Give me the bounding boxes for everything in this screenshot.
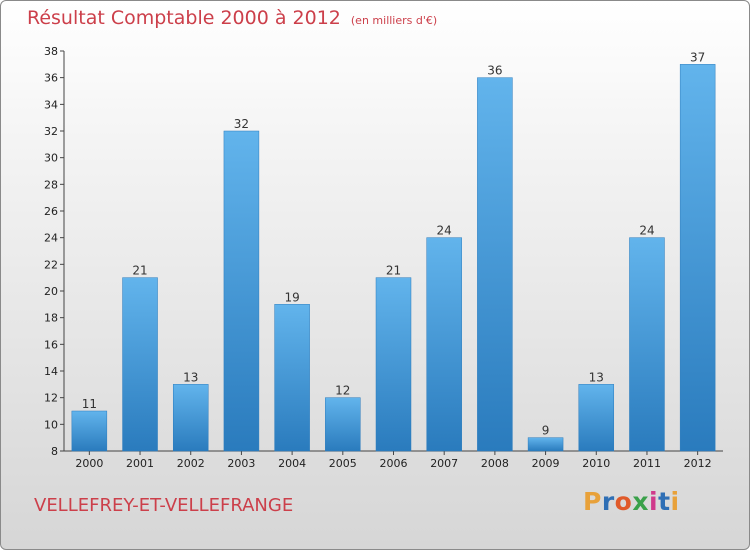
x-tick-label: 2005: [329, 457, 357, 470]
logo-letter: P: [583, 487, 602, 516]
data-label-2011: 24: [639, 224, 654, 238]
data-label-2010: 13: [589, 370, 604, 384]
y-tick-label: 24: [44, 232, 58, 245]
y-tick-label: 22: [44, 258, 58, 271]
x-tick-label: 2011: [633, 457, 661, 470]
y-tick-label: 38: [44, 45, 58, 58]
x-tick-label: 2010: [582, 457, 610, 470]
y-tick-label: 12: [44, 392, 58, 405]
data-label-2000: 11: [82, 397, 97, 411]
x-tick-label: 2002: [177, 457, 205, 470]
x-tick-label: 2000: [75, 457, 103, 470]
chart-subtitle: (en milliers d'€): [350, 14, 438, 27]
data-label-2005: 12: [335, 384, 350, 398]
y-tick-label: 10: [44, 418, 58, 431]
y-tick-label: 32: [44, 125, 58, 138]
y-tick-label: 28: [44, 178, 58, 191]
logo-letter: o: [614, 487, 633, 516]
data-label-2004: 19: [284, 290, 299, 304]
y-tick-label: 36: [44, 72, 58, 85]
data-label-2002: 13: [183, 370, 198, 384]
bar-2004: [274, 304, 310, 452]
y-tick-label: 34: [44, 98, 58, 111]
x-tick-label: 2006: [380, 457, 408, 470]
bar-2012: [679, 64, 716, 452]
logo-letter: r: [601, 487, 615, 516]
data-label-2009: 9: [542, 424, 550, 438]
logo-letter: x: [632, 487, 649, 516]
data-label-2007: 24: [437, 224, 452, 238]
logo-letter: i: [649, 487, 659, 516]
y-tick-label: 16: [44, 338, 58, 351]
y-tick-label: 26: [44, 205, 58, 218]
bar-2001: [122, 277, 158, 452]
data-label-2001: 21: [132, 264, 147, 278]
bar-2009: [527, 437, 564, 452]
bar-2003: [223, 130, 260, 452]
y-tick-label: 8: [51, 445, 58, 458]
y-tick-label: 18: [44, 312, 58, 325]
bar-2006: [375, 277, 412, 452]
x-tick-label: 2003: [227, 457, 255, 470]
commune-name: VELLEFREY-ET-VELLEFRANGE: [34, 495, 294, 516]
data-label-2003: 32: [234, 117, 249, 131]
x-tick-label: 2007: [430, 457, 458, 470]
bar-2000: [71, 410, 108, 452]
data-label-2006: 21: [386, 264, 401, 278]
x-tick-label: 2009: [532, 457, 560, 470]
bar-2010: [578, 384, 615, 452]
x-tick-label: 2001: [126, 457, 154, 470]
bar-2005: [325, 397, 361, 452]
bar-2007: [426, 237, 462, 452]
bar-2008: [477, 77, 513, 452]
y-tick-label: 30: [44, 152, 58, 165]
y-tick-label: 14: [44, 365, 58, 378]
logo-letter: i: [670, 487, 680, 516]
chart-title-main: Résultat Comptable 2000 à 2012: [27, 7, 341, 29]
logo-letter: t: [658, 487, 671, 516]
chart-title: Résultat Comptable 2000 à 2012 (en millie…: [27, 7, 437, 29]
bar-2002: [172, 384, 209, 452]
data-label-2012: 37: [690, 50, 705, 64]
x-tick-label: 2004: [278, 457, 306, 470]
proxiti-logo: Proxiti: [583, 487, 680, 516]
y-tick-label: 20: [44, 285, 58, 298]
x-tick-label: 2012: [684, 457, 712, 470]
data-label-2008: 36: [487, 64, 502, 78]
x-tick-label: 2008: [481, 457, 509, 470]
bar-2011: [629, 237, 665, 452]
